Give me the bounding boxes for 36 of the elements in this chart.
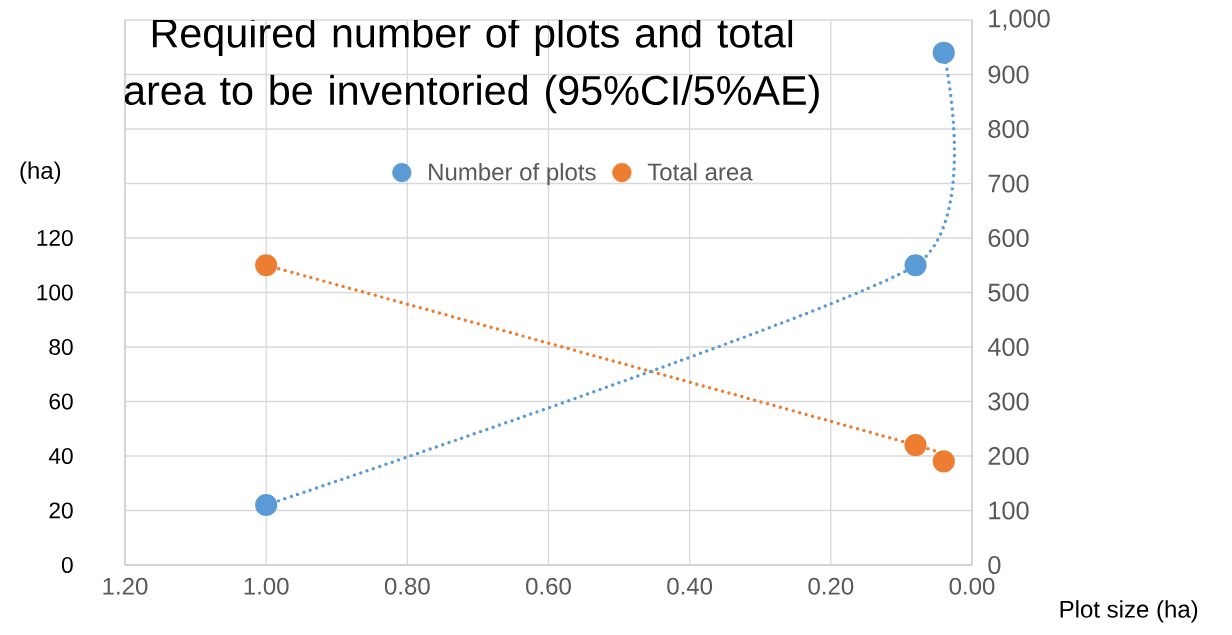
y2-tick-label: 300 [988, 392, 1029, 411]
point [255, 493, 278, 517]
legend-label: Total area [647, 162, 753, 181]
y2-tick-label: 400 [987, 338, 1029, 356]
y-tick-label: 40 [48, 447, 73, 465]
x-tick-label: 0.20 [808, 577, 854, 595]
y-axis-title: (ha) [20, 161, 61, 184]
text: Required number of plots and total area to be inventoried (95%CI/5%AE) [124, 17, 819, 114]
point [255, 254, 278, 277]
point [904, 434, 927, 457]
y2-tick-label: 0 [988, 556, 1001, 574]
x-tick-label: 0.40 [667, 577, 713, 595]
y-tick-label: 0 [61, 556, 73, 574]
x-tick-label: 1.00 [244, 577, 289, 595]
x-tick-label: 1.20 [103, 577, 148, 595]
point [904, 254, 927, 277]
y-tick-label: 100 [37, 284, 73, 301]
x-axis-title: Plot size (ha) [1060, 600, 1198, 623]
x-tick-label: 0.00 [949, 577, 995, 595]
y-tick-label: 60 [49, 393, 73, 410]
y-tick-label: 120 [37, 229, 73, 247]
y2-tick-label: 900 [988, 65, 1029, 84]
y-tick-label: 20 [49, 502, 73, 519]
x-tick-label: 0.80 [384, 577, 430, 595]
legend-label: Number of plots [429, 162, 596, 186]
y-tick-label: 80 [49, 338, 73, 356]
y2-tick-label: 500 [988, 283, 1029, 302]
x-tick-label: 0.60 [526, 577, 571, 595]
y2-tick-label: 200 [988, 447, 1029, 465]
y2-tick-label: 800 [988, 120, 1029, 138]
y2-tick-label: 1,000 [989, 9, 1050, 31]
point [932, 41, 955, 64]
y2-tick-label: 600 [988, 229, 1029, 247]
y2-tick-label: 700 [988, 174, 1029, 193]
y2-tick-label: 100 [989, 501, 1029, 520]
point [932, 450, 955, 473]
